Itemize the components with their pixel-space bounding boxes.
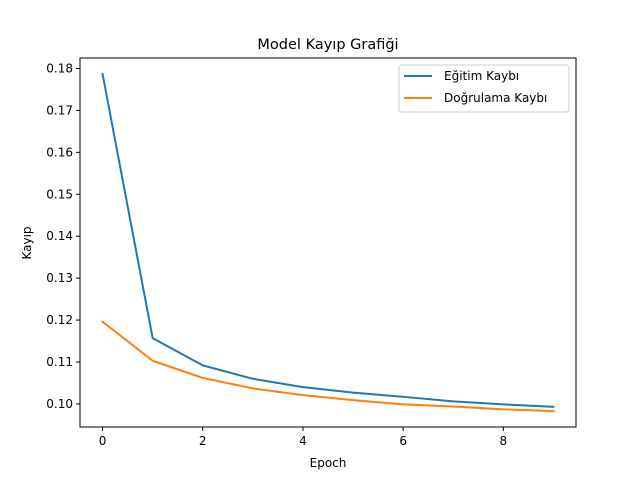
legend-label: Eğitim Kaybı xyxy=(444,69,519,83)
y-tick-label: 0.11 xyxy=(46,355,73,369)
legend: Eğitim Kaybı Doğrulama Kaybı xyxy=(398,64,570,113)
y-tick-label: 0.15 xyxy=(46,187,73,201)
chart-title: Model Kayıp Grafiği xyxy=(257,37,398,53)
x-tick-label: 4 xyxy=(299,434,307,448)
x-axis: 0 2 4 6 8 xyxy=(99,427,507,448)
x-tick-label: 0 xyxy=(99,434,107,448)
series-line-validation-loss xyxy=(101,320,555,413)
y-axis-label: Kayıp xyxy=(20,226,34,259)
x-tick-label: 6 xyxy=(399,434,407,448)
axes-frame xyxy=(79,57,577,428)
y-tick-label: 0.10 xyxy=(46,397,73,411)
y-tick-label: 0.13 xyxy=(46,271,73,285)
legend-box xyxy=(398,64,570,113)
x-tick-label: 2 xyxy=(199,434,207,448)
y-tick-label: 0.18 xyxy=(46,61,73,75)
y-tick-label: 0.12 xyxy=(46,313,73,327)
series-line-training-loss xyxy=(101,72,555,408)
x-tick-label: 8 xyxy=(500,434,508,448)
x-axis-label: Epoch xyxy=(310,456,347,470)
plot-area xyxy=(101,72,555,413)
legend-label: Doğrulama Kaybı xyxy=(444,91,547,105)
y-axis: 0.10 0.11 0.12 0.13 0.14 0.15 0.16 0.17 0.18 xyxy=(46,61,80,411)
y-tick-label: 0.17 xyxy=(46,103,73,117)
y-tick-label: 0.14 xyxy=(46,229,73,243)
y-tick-label: 0.16 xyxy=(46,145,73,159)
